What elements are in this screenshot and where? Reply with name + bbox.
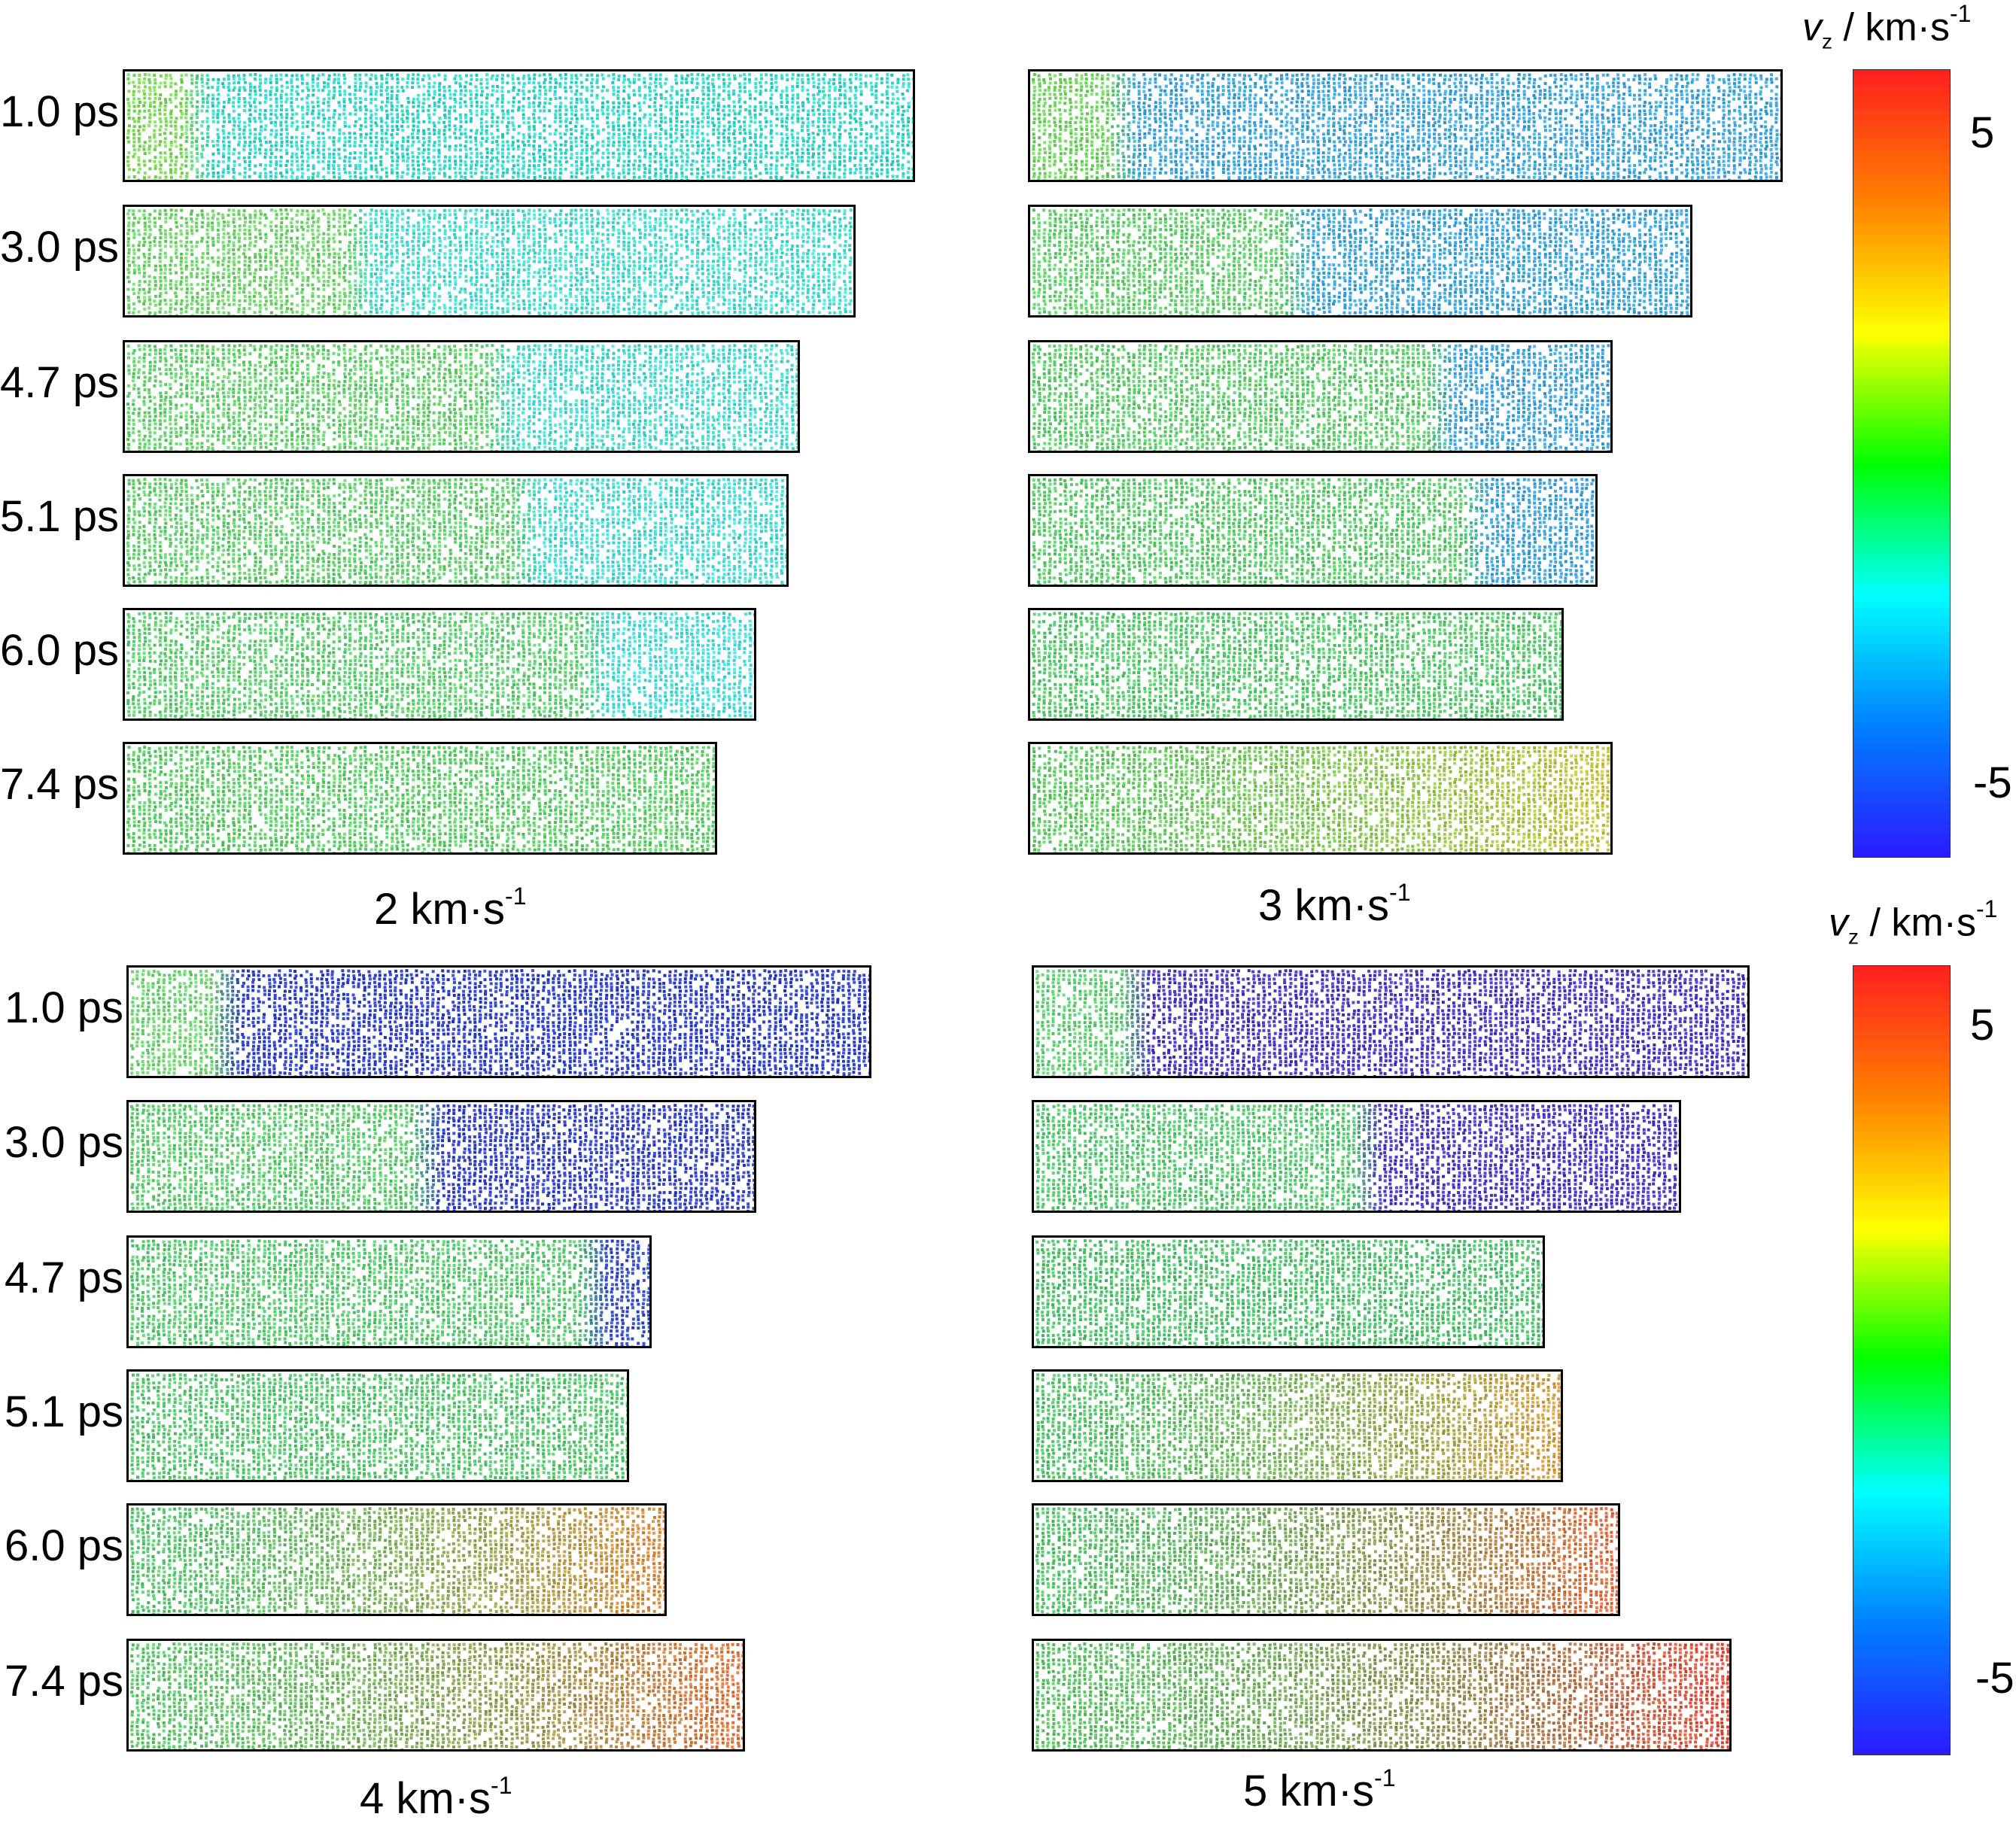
colorbar-unit: / km·s [1843, 5, 1950, 49]
colorbar-unit: / km·s [1869, 901, 1976, 944]
velocity-slab [1032, 1639, 1732, 1752]
colorbar-symbol: v [1802, 5, 1822, 49]
caption-value: 5 [1243, 1767, 1267, 1815]
velocity-slab [1032, 1235, 1545, 1348]
atom-scatter [1034, 1505, 1618, 1614]
colorbar-exp: -1 [1976, 895, 1997, 922]
impact-velocity-caption: 5 km·s-1 [1243, 1770, 1395, 1813]
atom-scatter [1034, 1102, 1679, 1211]
colorbar-exp: -1 [1950, 0, 1971, 27]
atom-scatter [1034, 1372, 1561, 1480]
colorbar-subscript: z [1848, 925, 1859, 949]
colorbar-bottom-title: vz / km·s-1 [1829, 901, 1997, 948]
colorbar-max-label: 5 [1970, 111, 1994, 155]
colorbar-top-title: vz / km·s-1 [1802, 6, 1971, 53]
atom-scatter [1034, 968, 1747, 1076]
velocity-slab [1032, 1369, 1563, 1482]
colorbar-gradient [1853, 965, 1951, 1755]
colorbar-max-label: 5 [1970, 1004, 1994, 1047]
colorbar-min-label: -5 [1975, 1657, 2014, 1700]
atom-scatter [1034, 1238, 1543, 1346]
velocity-slab [1032, 965, 1750, 1078]
colorbar-subscript: z [1822, 30, 1832, 53]
colorbar-gradient [1853, 69, 1951, 858]
colorbar-min-label: -5 [1973, 761, 2012, 805]
caption-unit: km·s [1279, 1767, 1374, 1815]
colorbar-symbol: v [1829, 901, 1848, 944]
velocity-slab [1032, 1100, 1681, 1213]
atom-scatter [1034, 1641, 1729, 1749]
velocity-slab [1032, 1503, 1620, 1616]
caption-exp: -1 [1374, 1764, 1395, 1791]
